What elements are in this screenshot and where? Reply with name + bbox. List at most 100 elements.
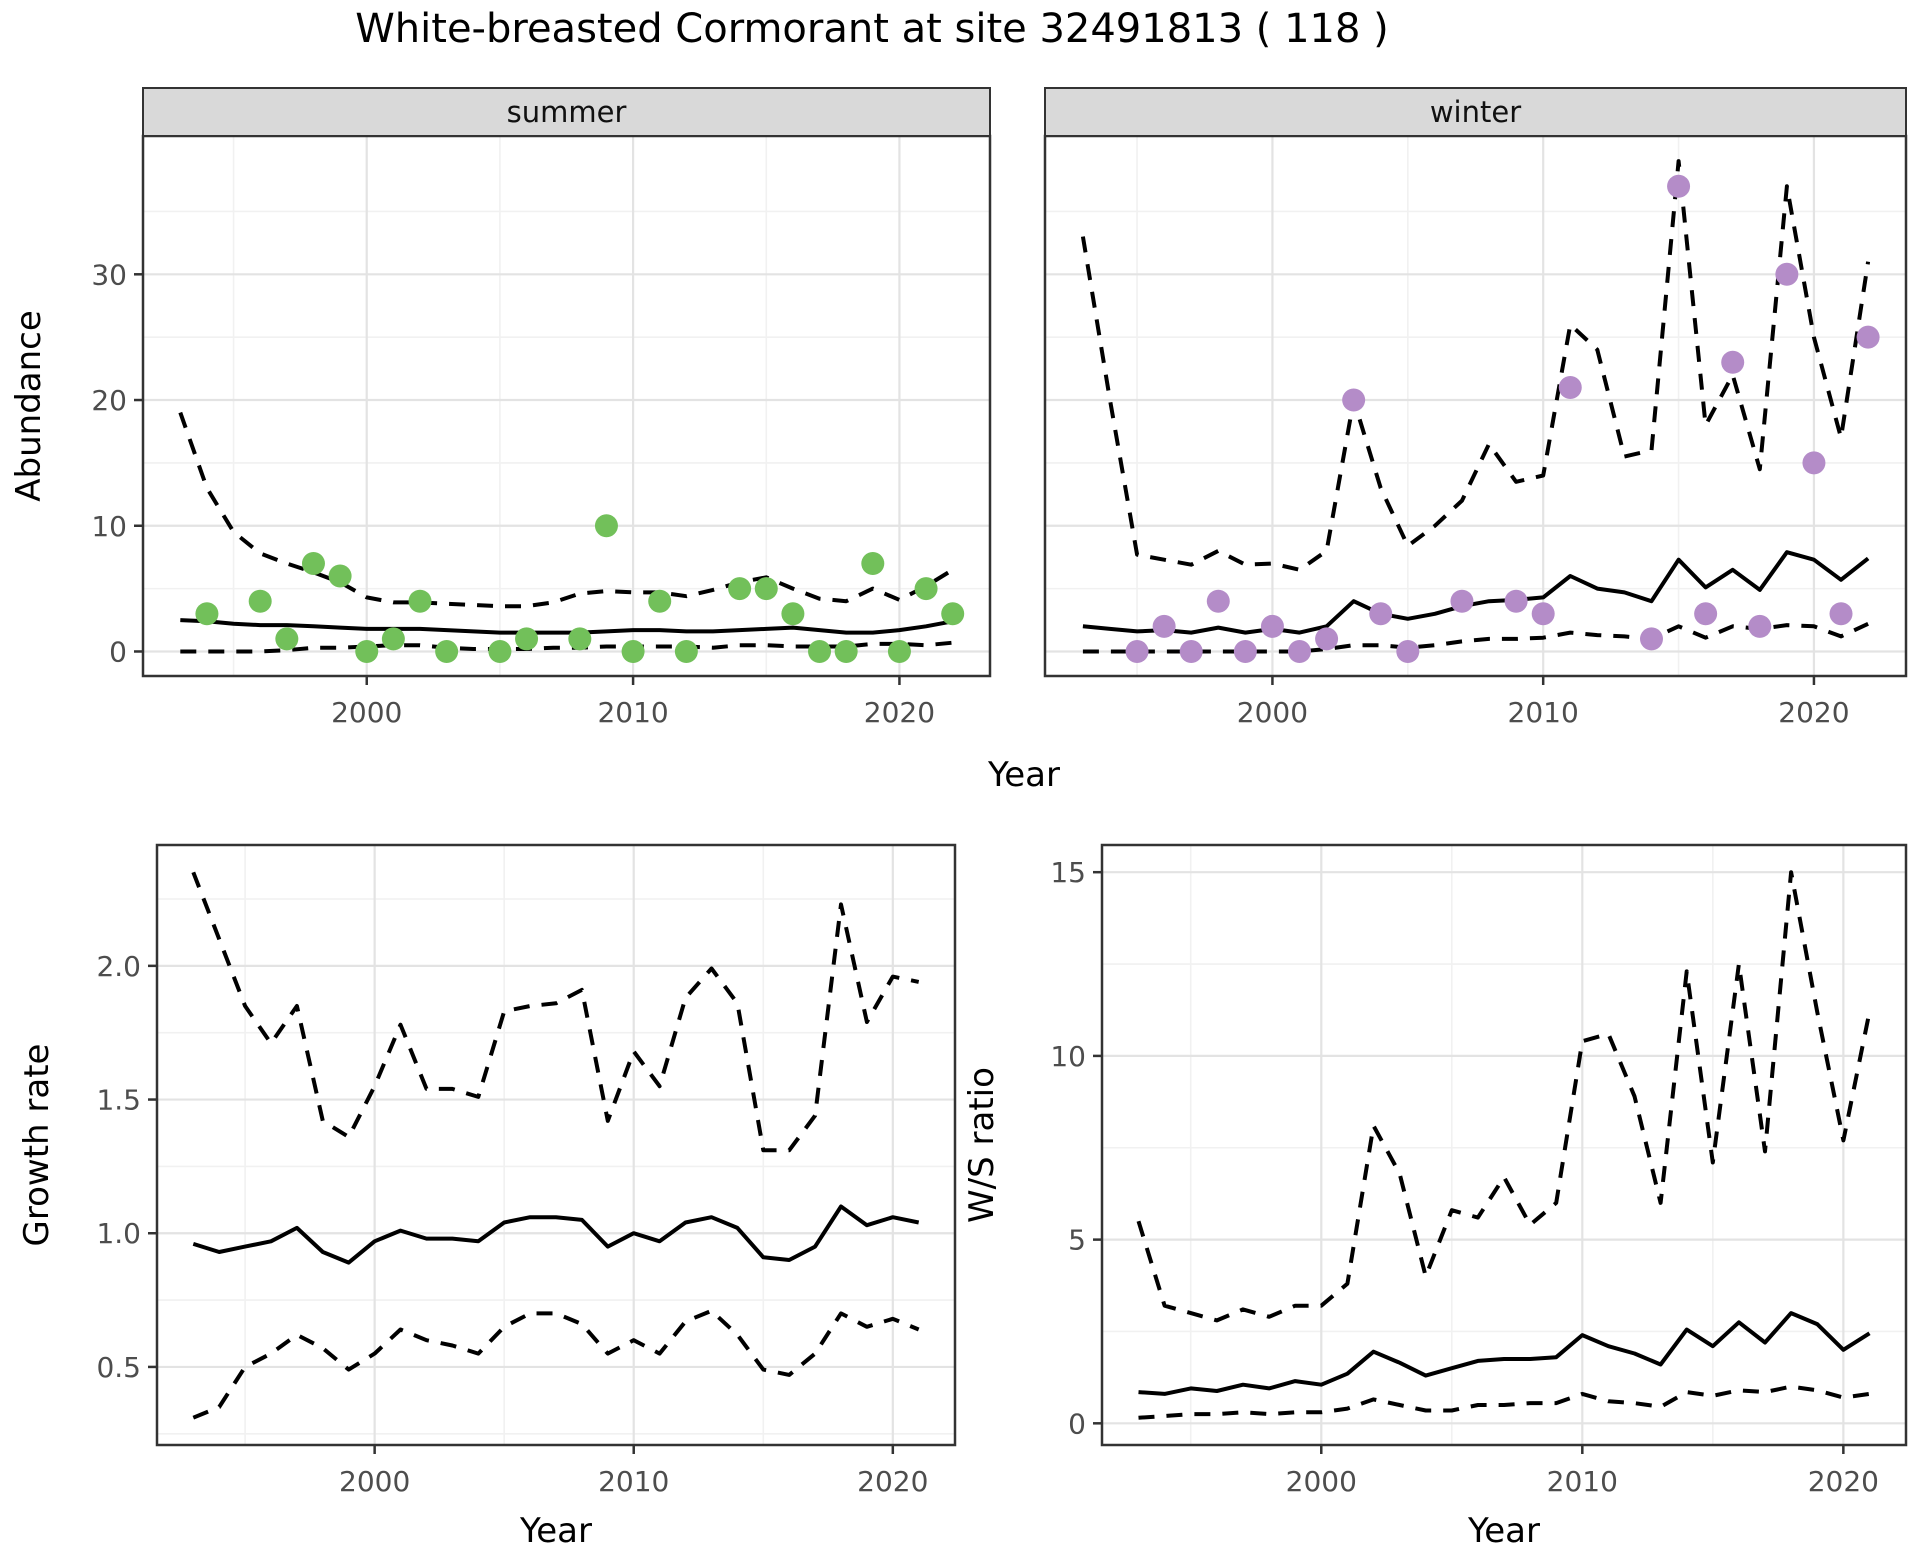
observed-counts-summer-point bbox=[781, 602, 805, 626]
observed-counts-winter-point bbox=[1369, 602, 1393, 626]
abundance-winter-ci_high-line bbox=[1080, 159, 1871, 572]
x-tick-label: 2020 bbox=[864, 696, 935, 729]
observed-counts-winter-point bbox=[1856, 325, 1880, 349]
observed-counts-summer-point bbox=[674, 639, 698, 663]
observed-counts-summer-point bbox=[834, 639, 858, 663]
observed-counts-summer-point bbox=[381, 627, 405, 651]
observed-counts-summer-point bbox=[408, 589, 432, 613]
observed-counts-winter-point bbox=[1233, 639, 1257, 663]
y-tick-label: 0 bbox=[1068, 1407, 1086, 1440]
observed-counts-summer-point bbox=[594, 514, 618, 538]
ws-ratio-median-line bbox=[1138, 1311, 1871, 1396]
y-tick-label: 1.0 bbox=[96, 1217, 141, 1250]
panel-abundance-winter: winter 2000 2010 2020 bbox=[1043, 87, 1908, 729]
observed-counts-summer-point bbox=[808, 639, 832, 663]
facet-strip-label-summer: summer bbox=[507, 95, 627, 129]
observed-counts-winter-point bbox=[1531, 602, 1555, 626]
observed-counts-winter-point bbox=[1721, 350, 1745, 374]
observed-counts-winter-point bbox=[1260, 614, 1284, 638]
observed-counts-winter-point bbox=[1748, 614, 1772, 638]
observed-counts-summer-point bbox=[648, 589, 672, 613]
observed-counts-winter-point bbox=[1667, 174, 1691, 198]
x-tick-label: 2020 bbox=[1808, 1465, 1879, 1498]
observed-counts-winter-point bbox=[1152, 614, 1176, 638]
observed-counts-summer-point bbox=[355, 639, 379, 663]
abundance-winter-ci_low-line bbox=[1082, 621, 1869, 654]
x-axis-title-abundance: Year bbox=[987, 755, 1060, 795]
panel-border bbox=[1100, 843, 1908, 1447]
observed-counts-summer-point bbox=[887, 639, 911, 663]
y-tick-label: 15 bbox=[1050, 856, 1086, 889]
observed-counts-summer-point bbox=[435, 639, 459, 663]
observed-counts-summer-point bbox=[275, 627, 299, 651]
observed-counts-winter-point bbox=[1775, 262, 1799, 286]
ws-ratio-ci_low-line bbox=[1138, 1384, 1870, 1420]
facet-strip bbox=[1044, 87, 1907, 137]
panel-ws-ratio: 0 5 10 15 2000 2010 2020 W/S ratio Year bbox=[962, 843, 1908, 1551]
abundance-summer-ci_high-line bbox=[178, 411, 954, 609]
observed-counts-winter-point bbox=[1829, 602, 1853, 626]
observed-counts-summer-point bbox=[941, 602, 965, 626]
x-tick-label: 2020 bbox=[857, 1465, 928, 1498]
observed-counts-summer-point bbox=[301, 551, 325, 575]
y-axis-title-abundance: Abundance bbox=[9, 310, 49, 502]
observed-counts-summer-point bbox=[861, 551, 885, 575]
growth-rate-median-line bbox=[192, 1204, 920, 1265]
y-tick-label: 20 bbox=[91, 384, 127, 417]
observed-counts-winter-point bbox=[1802, 451, 1826, 475]
panel-abundance-summer: summer 0 10 20 30 2000 2010 2020 bbox=[91, 87, 992, 729]
x-axis-title-growth-rate: Year bbox=[519, 1511, 592, 1551]
panel-border bbox=[155, 843, 957, 1447]
y-tick-label: 10 bbox=[91, 510, 127, 543]
x-tick-label: 2010 bbox=[598, 1465, 669, 1498]
panel-background bbox=[1102, 845, 1906, 1445]
panel-background bbox=[143, 136, 990, 676]
facet-strip-label-winter: winter bbox=[1430, 95, 1521, 129]
abundance-winter-median-line bbox=[1082, 550, 1870, 635]
y-tick-label: 1.5 bbox=[96, 1084, 141, 1117]
x-tick-label: 2010 bbox=[597, 696, 668, 729]
x-tick-label: 2010 bbox=[1547, 1465, 1618, 1498]
x-tick-label: 2000 bbox=[1286, 1465, 1357, 1498]
panel-growth-rate: 0.5 1.0 1.5 2.0 2000 2010 2020 Growth rate Year bbox=[17, 843, 957, 1551]
y-tick-label: 30 bbox=[91, 258, 127, 291]
x-tick-label: 2000 bbox=[339, 1465, 410, 1498]
observed-counts-winter-point bbox=[1125, 639, 1149, 663]
observed-counts-winter-point bbox=[1288, 639, 1312, 663]
observed-counts-summer-point bbox=[248, 589, 272, 613]
observed-counts-winter-point bbox=[1315, 627, 1339, 651]
growth-rate-ci_high-line bbox=[191, 871, 920, 1153]
observed-counts-winter-point bbox=[1504, 589, 1528, 613]
y-axis-title-ws-ratio: W/S ratio bbox=[962, 1067, 1002, 1223]
panel-background bbox=[1045, 136, 1906, 676]
facet-strip bbox=[142, 87, 991, 137]
observed-counts-summer-point bbox=[488, 639, 512, 663]
y-tick-label: 2.0 bbox=[96, 950, 141, 983]
x-axis-title-ws-ratio: Year bbox=[1467, 1511, 1540, 1551]
abundance-summer-median-line bbox=[180, 618, 954, 635]
y-tick-label: 5 bbox=[1068, 1224, 1086, 1257]
plot-title: White-breasted Cormorant at site 3249181… bbox=[355, 6, 1389, 52]
y-tick-label: 0.5 bbox=[96, 1351, 141, 1384]
observed-counts-summer-point bbox=[195, 602, 219, 626]
observed-counts-winter-point bbox=[1450, 589, 1474, 613]
observed-counts-summer-point bbox=[515, 627, 539, 651]
observed-counts-winter-point bbox=[1558, 375, 1582, 399]
observed-counts-winter-point bbox=[1639, 627, 1663, 651]
observed-counts-summer-point bbox=[754, 577, 778, 601]
observed-counts-summer-point bbox=[568, 627, 592, 651]
x-tick-label: 2000 bbox=[331, 696, 402, 729]
observed-counts-winter-point bbox=[1694, 602, 1718, 626]
x-tick-label: 2020 bbox=[1778, 696, 1849, 729]
observed-counts-winter-point bbox=[1396, 639, 1420, 663]
y-tick-label: 10 bbox=[1050, 1040, 1086, 1073]
observed-counts-summer-point bbox=[728, 577, 752, 601]
x-tick-label: 2000 bbox=[1237, 696, 1308, 729]
observed-counts-winter-point bbox=[1179, 639, 1203, 663]
observed-counts-winter-point bbox=[1342, 388, 1366, 412]
x-tick-label: 2010 bbox=[1508, 696, 1579, 729]
observed-counts-winter-point bbox=[1206, 589, 1230, 613]
y-axis-title-growth-rate: Growth rate bbox=[17, 1044, 57, 1247]
